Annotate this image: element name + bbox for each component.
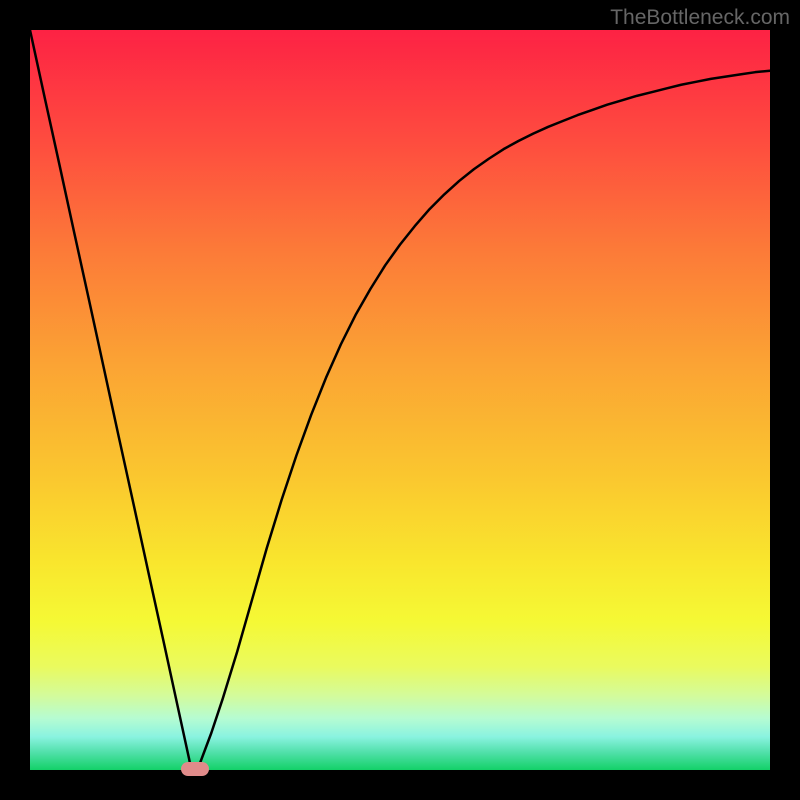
optimal-point-marker — [181, 762, 209, 776]
chart-container: TheBottleneck.com — [0, 0, 800, 800]
plot-frame — [30, 30, 770, 770]
watermark-text: TheBottleneck.com — [610, 6, 790, 30]
plot-area — [30, 30, 770, 770]
bottleneck-curve — [30, 30, 770, 770]
